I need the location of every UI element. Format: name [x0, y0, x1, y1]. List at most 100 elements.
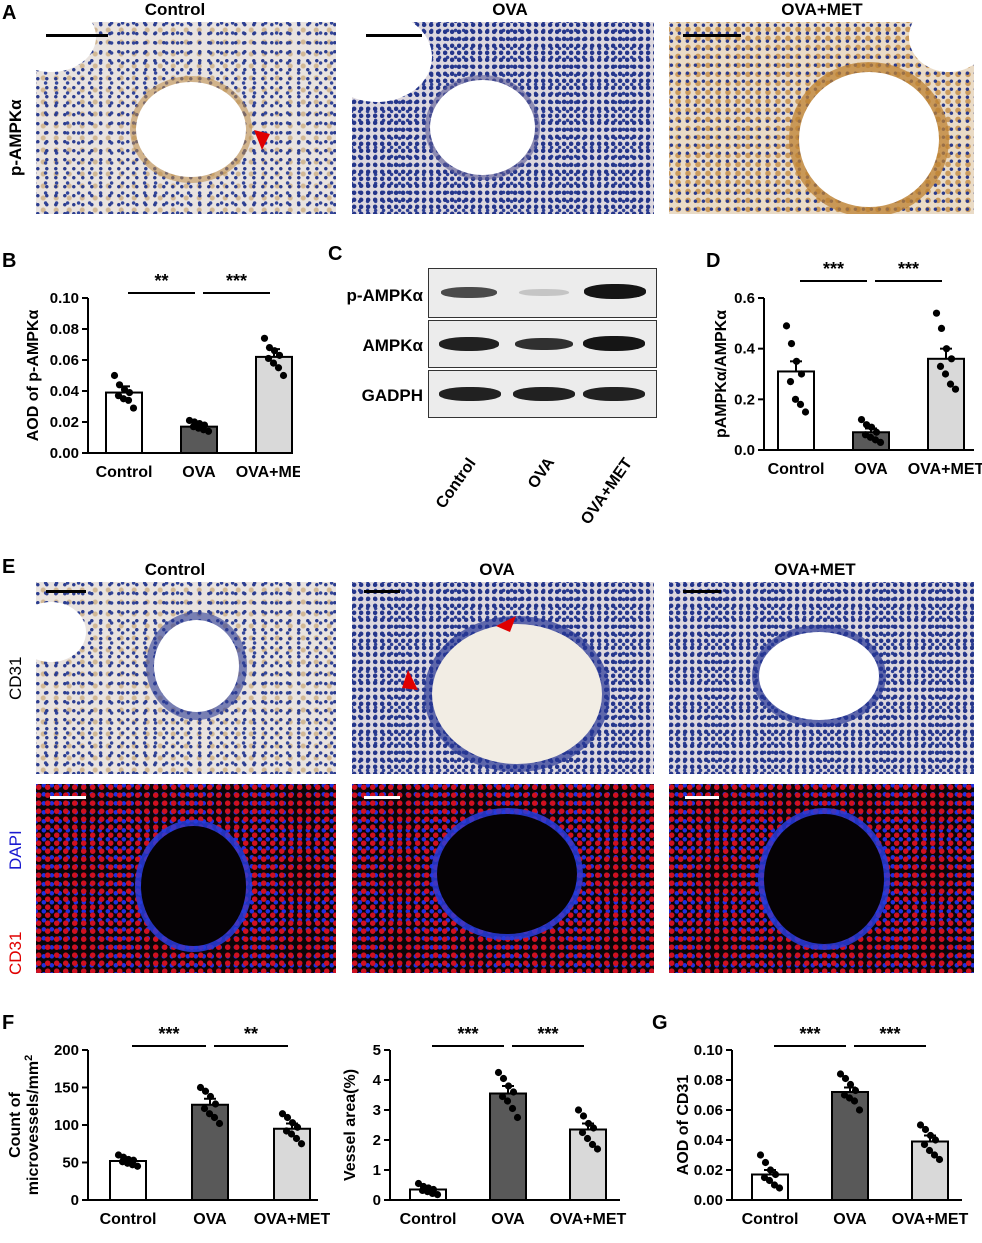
data-point — [433, 1191, 442, 1199]
y-axis-label: Vessel area(%) — [342, 1069, 359, 1181]
blot-lane-ova: OVA — [525, 454, 559, 492]
data-point — [787, 340, 796, 348]
data-point — [133, 1162, 142, 1170]
significance-label: *** — [823, 259, 844, 279]
data-point — [297, 1140, 306, 1148]
data-point — [797, 370, 806, 378]
data-point — [771, 1170, 780, 1179]
y-tick-label: 0.04 — [50, 383, 80, 400]
data-point — [125, 388, 134, 397]
panel-a-image-ova-met — [669, 22, 974, 214]
significance-label: *** — [799, 1024, 820, 1044]
data-point — [210, 1113, 219, 1122]
x-tick-label: OVA+MET — [236, 464, 300, 481]
data-point — [916, 1121, 925, 1129]
data-point — [115, 381, 124, 389]
x-tick-label: Control — [100, 1211, 157, 1228]
data-point — [287, 1130, 296, 1138]
y-axis-label: pAMPKα/AMPKα — [713, 310, 730, 438]
bar-control — [777, 370, 815, 451]
panel-e-fluo-ova-met — [669, 784, 974, 973]
y-tick-label: 100 — [54, 1117, 79, 1134]
y-tick-label: 0.10 — [694, 1042, 723, 1059]
data-point — [946, 380, 955, 388]
chart-f-microvessels: 0 50 100 150 200 Count of microvessels/mm2 Cont… — [7, 1024, 330, 1228]
data-point — [836, 1070, 845, 1078]
data-point — [855, 1106, 864, 1114]
blot-strip-ampk — [428, 320, 657, 368]
y-tick-label: 0.08 — [50, 321, 79, 338]
panel-e-fluo-ova — [352, 784, 654, 973]
y-tick-label: 0.0 — [734, 442, 755, 459]
data-point — [293, 1123, 302, 1131]
data-point — [124, 396, 133, 404]
y-tick-label: 0.06 — [694, 1102, 723, 1119]
data-point — [932, 309, 941, 317]
data-point — [279, 371, 288, 380]
data-point — [200, 1104, 209, 1113]
bar-ova-met — [273, 1127, 311, 1201]
data-point — [920, 1140, 929, 1149]
y-axis-label-superscript: 2 — [23, 1055, 35, 1061]
data-point — [129, 404, 138, 412]
data-point — [791, 395, 800, 403]
y-tick-label: 3 — [373, 1102, 381, 1119]
data-point — [499, 1074, 508, 1083]
y-tick-label: 0.2 — [734, 391, 755, 408]
data-point — [765, 1176, 774, 1185]
data-point — [584, 1119, 593, 1128]
data-point — [947, 355, 956, 363]
data-point — [508, 1104, 517, 1113]
data-point — [941, 370, 950, 378]
panel-e-title-control: Control — [144, 560, 206, 579]
data-point — [211, 1100, 220, 1108]
panel-e-ihc-control — [36, 582, 336, 774]
x-tick-label: OVA+MET — [892, 1211, 969, 1228]
data-point — [850, 1097, 859, 1105]
data-point — [269, 359, 278, 367]
y-tick-label: 0.06 — [50, 352, 79, 369]
y-tick-label: 0.6 — [734, 290, 755, 307]
panel-a-image-ova — [352, 22, 654, 214]
y-tick-label: 0.08 — [694, 1072, 723, 1089]
data-point — [936, 362, 945, 370]
panel-a-title-control: Control — [144, 0, 206, 19]
panel-a-title-ova-met: OVA+MET — [781, 0, 863, 19]
data-point — [766, 1166, 775, 1174]
blot-label-gadph: GADPH — [361, 386, 423, 405]
data-point — [574, 1106, 583, 1114]
x-tick-label: OVA — [193, 1211, 227, 1228]
x-tick-label: OVA+MET — [550, 1211, 627, 1228]
y-axis-label: microvessels/mm2 — [23, 1055, 42, 1195]
arrowhead-icon — [496, 616, 516, 632]
y-tick-label: 0.10 — [50, 290, 79, 307]
data-point — [292, 1134, 301, 1143]
data-point — [925, 1146, 934, 1155]
data-point — [504, 1082, 513, 1090]
y-tick-label: 2 — [373, 1132, 381, 1149]
data-point — [876, 438, 885, 446]
data-point — [579, 1112, 588, 1120]
data-point — [583, 1134, 592, 1143]
data-point — [801, 408, 810, 416]
panel-letter-e: E — [2, 556, 16, 578]
data-point — [761, 1158, 770, 1167]
y-axis-label: Count of — [7, 1091, 24, 1157]
data-point — [937, 324, 946, 332]
y-tick-label: 0.02 — [694, 1162, 723, 1179]
x-tick-label: OVA — [491, 1211, 525, 1228]
arrowhead-icon — [254, 130, 270, 150]
data-point — [278, 1110, 287, 1118]
data-point — [930, 1151, 939, 1159]
data-point — [942, 345, 951, 353]
blot-strip-gadph — [428, 370, 657, 418]
data-point — [792, 357, 801, 365]
data-point — [846, 1080, 855, 1089]
blot-label-p-ampk: p-AMPKα — [346, 286, 423, 305]
y-tick-label: 150 — [54, 1080, 79, 1097]
data-point — [288, 1119, 297, 1127]
y-tick-label: 5 — [373, 1042, 381, 1059]
data-point — [841, 1074, 850, 1083]
data-point — [509, 1088, 518, 1096]
